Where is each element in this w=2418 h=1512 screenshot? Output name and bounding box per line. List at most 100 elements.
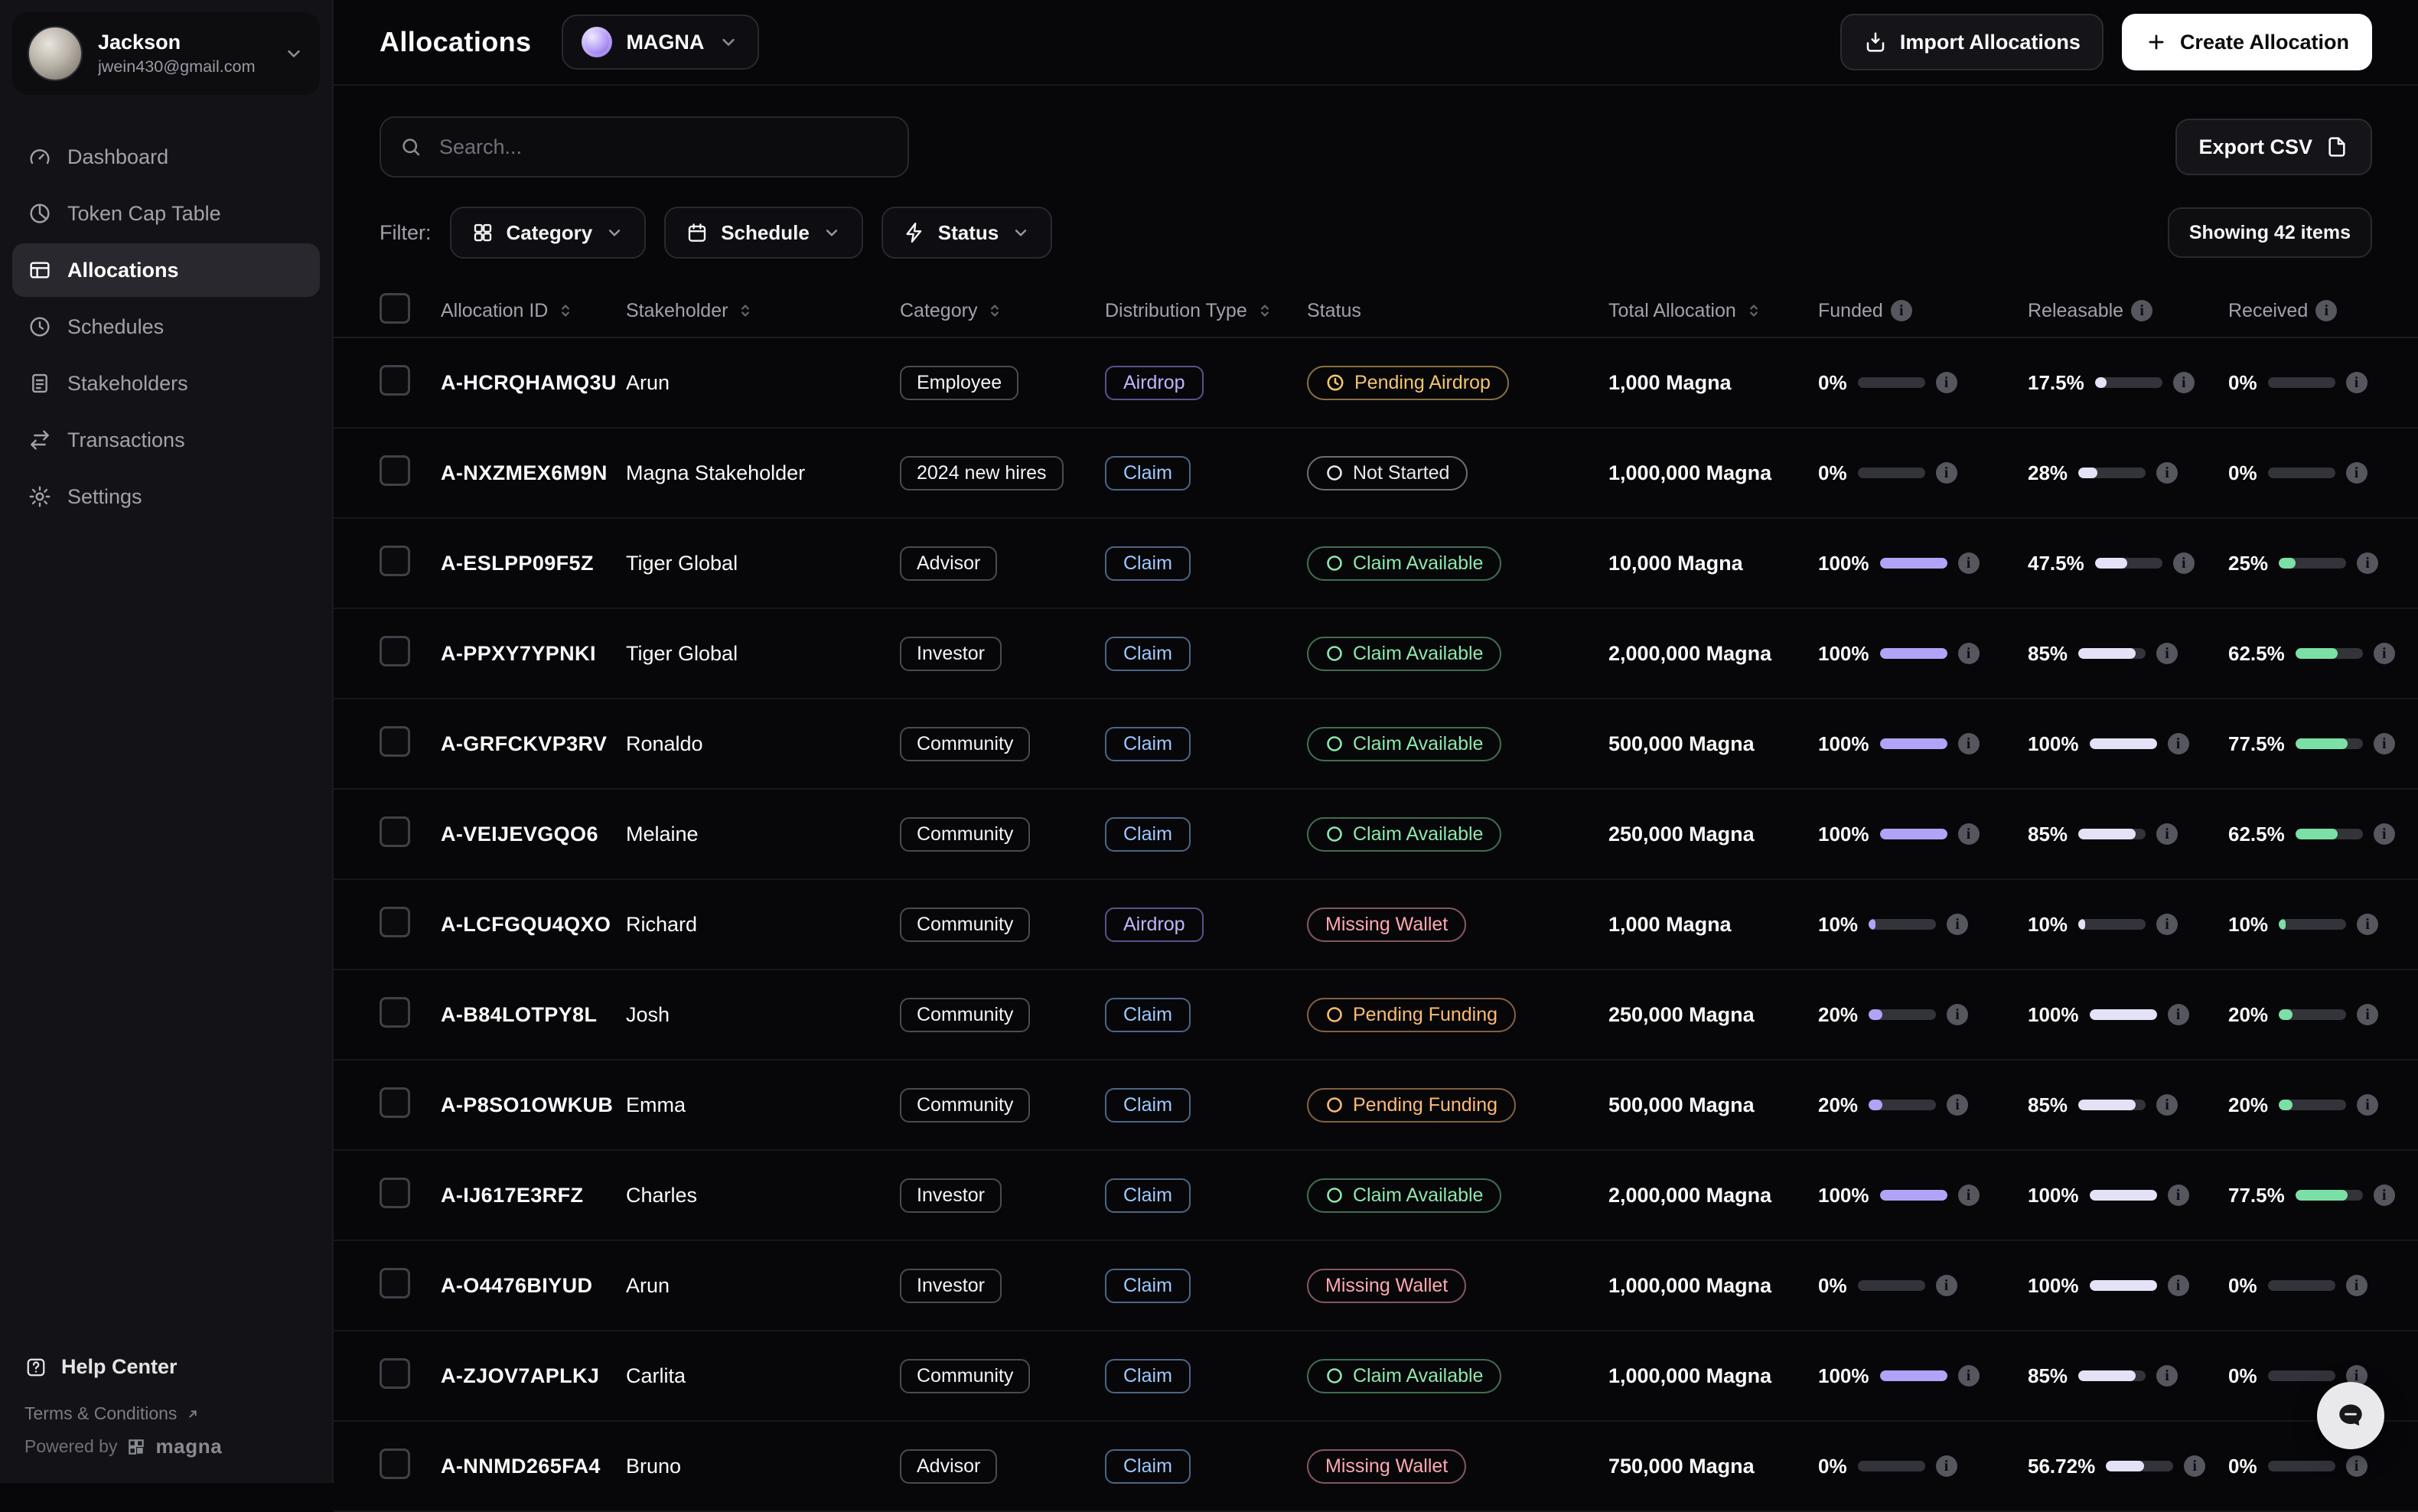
sidebar-item-stakeholders[interactable]: Stakeholders [12,357,320,410]
info-icon[interactable]: i [2156,643,2178,664]
info-icon[interactable]: i [1947,1094,1968,1116]
info-icon[interactable]: i [2131,300,2152,321]
info-icon[interactable]: i [2346,1275,2367,1296]
info-icon[interactable]: i [2184,1455,2205,1477]
info-icon[interactable]: i [2156,823,2178,845]
info-icon[interactable]: i [1936,1455,1957,1477]
info-icon[interactable]: i [2168,1185,2189,1206]
info-icon[interactable]: i [1936,372,1957,393]
info-icon[interactable]: i [2346,372,2367,393]
table-row[interactable]: A-IJ617E3RFZ Charles Investor Claim Clai… [334,1151,2418,1241]
search-input[interactable] [436,134,889,161]
row-checkbox[interactable] [380,726,410,757]
table-row[interactable]: A-B84LOTPY8L Josh Community Claim Pendin… [334,970,2418,1061]
info-icon[interactable]: i [2374,643,2395,664]
info-icon[interactable]: i [2374,823,2395,845]
user-switcher[interactable]: Jackson jwein430@gmail.com [12,12,320,95]
info-icon[interactable]: i [2346,1455,2367,1477]
info-icon[interactable]: i [2168,1275,2189,1296]
info-icon[interactable]: i [2156,914,2178,935]
row-checkbox[interactable] [380,1448,410,1479]
sidebar-item-transactions[interactable]: Transactions [12,413,320,467]
info-icon[interactable]: i [2346,462,2367,484]
sidebar-item-dashboard[interactable]: Dashboard [12,130,320,184]
column-header-stakeholder[interactable]: Stakeholder [626,300,900,322]
sidebar-item-allocations[interactable]: Allocations [12,243,320,297]
info-icon[interactable]: i [1891,300,1912,321]
info-icon[interactable]: i [2357,1094,2378,1116]
row-checkbox[interactable] [380,636,410,666]
info-icon[interactable]: i [2357,1004,2378,1025]
info-icon[interactable]: i [1958,552,1980,574]
info-icon[interactable]: i [1947,914,1968,935]
total-allocation: 500,000 Magna [1608,732,1818,756]
table-row[interactable]: A-HCRQHAMQ3U Arun Employee Airdrop Pendi… [334,338,2418,429]
info-icon[interactable]: i [1936,1275,1957,1296]
row-checkbox[interactable] [380,546,410,576]
row-checkbox[interactable] [380,1268,410,1299]
table-row[interactable]: A-O4476BIYUD Arun Investor Claim Missing… [334,1241,2418,1331]
info-icon[interactable]: i [1958,823,1980,845]
info-icon[interactable]: i [1958,1185,1980,1206]
table-row[interactable]: A-P8SO1OWKUB Emma Community Claim Pendin… [334,1061,2418,1151]
column-header-category[interactable]: Category [900,300,1105,322]
info-icon[interactable]: i [2357,552,2378,574]
info-icon[interactable]: i [2156,1365,2178,1387]
info-icon[interactable]: i [1947,1004,1968,1025]
category-filter[interactable]: Category [450,207,647,259]
sidebar-item-token-cap-table[interactable]: Token Cap Table [12,187,320,240]
info-icon[interactable]: i [2173,552,2195,574]
table-row[interactable]: A-GRFCKVP3RV Ronaldo Community Claim Cla… [334,699,2418,790]
column-header-distribution-type[interactable]: Distribution Type [1105,300,1307,322]
info-icon[interactable]: i [2168,1004,2189,1025]
row-checkbox[interactable] [380,1358,410,1389]
table-row[interactable]: A-ESLPP09F5Z Tiger Global Advisor Claim … [334,519,2418,609]
releasable-meter: 85% i [2028,642,2228,666]
import-allocations-button[interactable]: Import Allocations [1840,14,2104,70]
sidebar-item-schedules[interactable]: Schedules [12,300,320,354]
select-all-checkbox[interactable] [380,293,410,324]
row-checkbox[interactable] [380,816,410,847]
table-row[interactable]: A-LCFGQU4QXO Richard Community Airdrop M… [334,880,2418,970]
table-row[interactable]: A-ZJOV7APLKJ Carlita Community Claim Cla… [334,1331,2418,1422]
org-selector[interactable]: MAGNA [562,15,759,70]
row-checkbox[interactable] [380,1178,410,1208]
info-icon[interactable]: i [1958,643,1980,664]
info-icon[interactable]: i [1958,1365,1980,1387]
row-checkbox[interactable] [380,455,410,486]
info-icon[interactable]: i [2168,733,2189,754]
row-checkbox[interactable] [380,1087,410,1118]
powered-by[interactable]: Powered by magna [24,1435,308,1458]
info-icon[interactable]: i [2156,1094,2178,1116]
info-icon[interactable]: i [1958,733,1980,754]
info-icon[interactable]: i [2374,733,2395,754]
create-allocation-button[interactable]: Create Allocation [2122,14,2372,70]
import-allocations-label: Import Allocations [1900,31,2081,54]
table-row[interactable]: A-NNMD265FA4 Bruno Advisor Claim Missing… [334,1422,2418,1512]
terms-link[interactable]: Terms & Conditions [24,1403,308,1424]
table-row[interactable]: A-PPXY7YPNKI Tiger Global Investor Claim… [334,609,2418,699]
info-icon[interactable]: i [2173,372,2195,393]
row-checkbox[interactable] [380,907,410,937]
info-icon[interactable]: i [2357,914,2378,935]
chat-button[interactable] [2317,1382,2384,1449]
info-icon[interactable]: i [2374,1185,2395,1206]
info-icon[interactable]: i [2156,462,2178,484]
table-row[interactable]: A-VEIJEVGQO6 Melaine Community Claim Cla… [334,790,2418,880]
column-header-total-allocation[interactable]: Total Allocation [1608,300,1818,322]
search-box[interactable] [380,116,909,178]
info-icon[interactable]: i [1936,462,1957,484]
row-checkbox[interactable] [380,997,410,1028]
info-icon[interactable]: i [2315,300,2337,321]
status-filter[interactable]: Status [881,207,1052,259]
sidebar-item-settings[interactable]: Settings [12,470,320,523]
help-center-link[interactable]: Help Center [24,1355,308,1379]
export-csv-button[interactable]: Export CSV [2175,119,2372,175]
schedule-filter[interactable]: Schedule [664,207,863,259]
row-checkbox[interactable] [380,365,410,396]
table-row[interactable]: A-NXZMEX6M9N Magna Stakeholder 2024 new … [334,429,2418,519]
column-header-allocation-id[interactable]: Allocation ID [441,300,626,322]
